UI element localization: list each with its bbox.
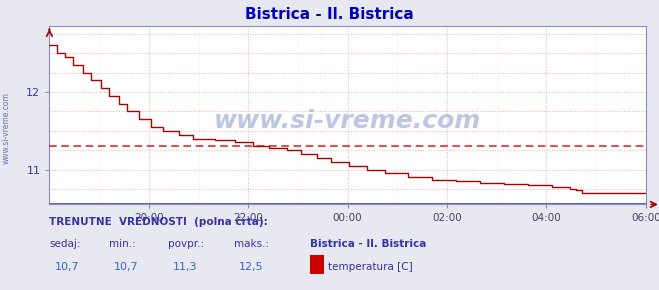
Text: 12,5: 12,5 bbox=[239, 262, 264, 272]
Text: Bistrica - Il. Bistrica: Bistrica - Il. Bistrica bbox=[310, 239, 426, 249]
Text: 11,3: 11,3 bbox=[173, 262, 198, 272]
Text: min.:: min.: bbox=[109, 239, 136, 249]
Text: 10,7: 10,7 bbox=[55, 262, 79, 272]
Text: maks.:: maks.: bbox=[234, 239, 269, 249]
Text: povpr.:: povpr.: bbox=[168, 239, 204, 249]
Text: 10,7: 10,7 bbox=[114, 262, 138, 272]
Text: www.si-vreme.com: www.si-vreme.com bbox=[214, 109, 481, 133]
Text: TRENUTNE  VREDNOSTI  (polna črta):: TRENUTNE VREDNOSTI (polna črta): bbox=[49, 216, 268, 226]
Text: www.si-vreme.com: www.si-vreme.com bbox=[2, 92, 11, 164]
Text: Bistrica - Il. Bistrica: Bistrica - Il. Bistrica bbox=[245, 7, 414, 22]
Text: sedaj:: sedaj: bbox=[49, 239, 81, 249]
Text: temperatura [C]: temperatura [C] bbox=[328, 262, 413, 272]
